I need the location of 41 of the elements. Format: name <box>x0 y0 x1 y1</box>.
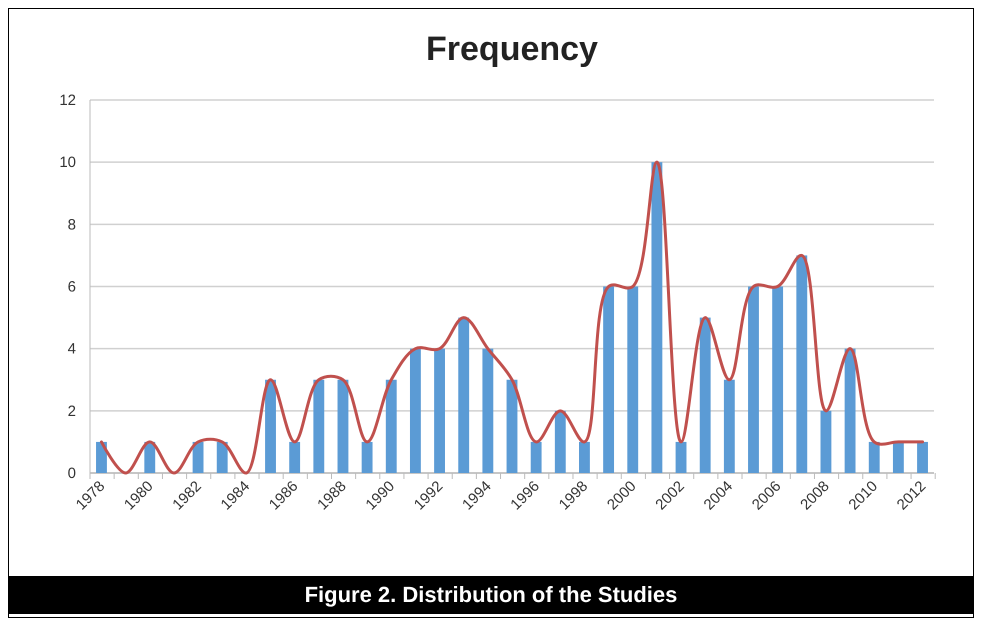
bar <box>772 286 784 473</box>
bar <box>313 380 324 473</box>
chart-title: Frequency <box>426 30 598 68</box>
bar <box>192 442 204 473</box>
bar <box>748 286 759 473</box>
bar <box>410 348 421 473</box>
bar <box>700 318 711 473</box>
bar <box>820 410 832 473</box>
bar <box>216 442 228 473</box>
caption: Figure 2. Distribution of the Studies <box>304 582 678 607</box>
y-tick-label: 12 <box>59 92 76 109</box>
bar <box>651 162 662 473</box>
bar <box>482 348 494 473</box>
bar <box>386 380 397 473</box>
bar <box>265 380 276 473</box>
bar <box>362 442 373 473</box>
bar <box>676 442 686 473</box>
y-tick-label: 6 <box>68 278 76 296</box>
bar <box>844 348 856 473</box>
line-series <box>100 160 924 474</box>
y-tick-label: 8 <box>68 216 76 234</box>
bar <box>796 255 808 473</box>
bar <box>530 442 542 473</box>
y-tick-label: 10 <box>59 154 76 172</box>
bar <box>506 380 518 473</box>
bar <box>917 442 928 473</box>
bar <box>868 442 880 473</box>
bar <box>554 410 566 473</box>
bar <box>579 442 590 473</box>
bar <box>458 318 470 473</box>
bar <box>289 442 300 473</box>
y-tick-label: 2 <box>68 402 76 420</box>
bar <box>724 380 735 473</box>
bar <box>892 442 904 473</box>
y-tick-label: 4 <box>68 340 76 358</box>
y-tick-label: 0 <box>68 465 76 482</box>
bar <box>96 442 107 473</box>
bar <box>627 286 638 473</box>
bar <box>434 348 445 473</box>
bar <box>338 380 348 473</box>
bar <box>603 286 614 473</box>
